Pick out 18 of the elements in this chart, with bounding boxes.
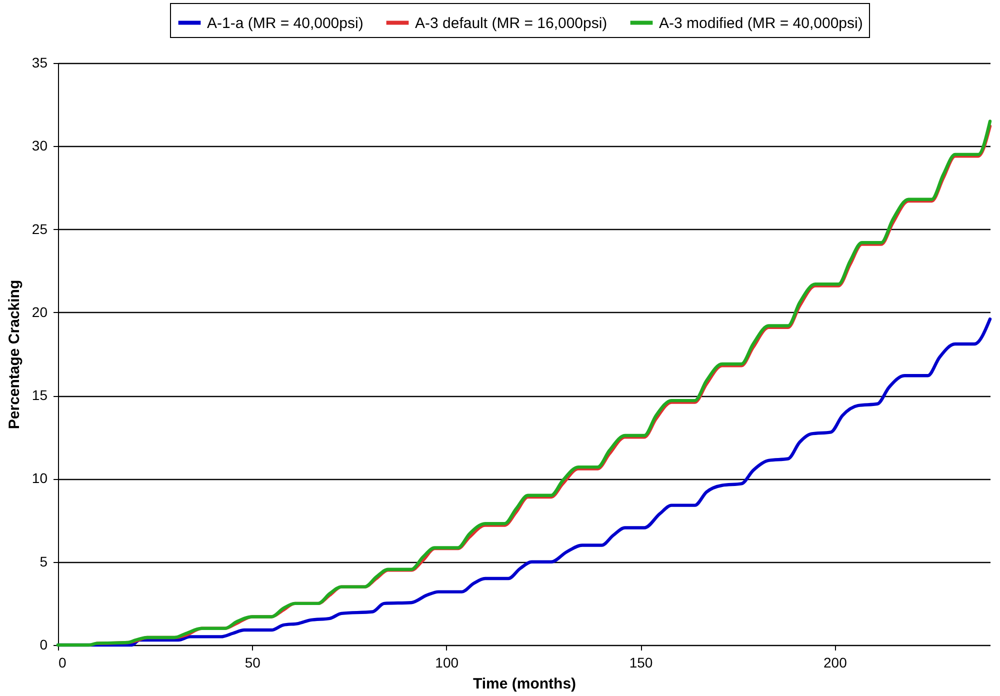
legend-label: A-3 modified (MR = 40,000psi) (659, 14, 863, 32)
x-tick-label: 0 (58, 654, 66, 670)
x-tick-label: 100 (435, 654, 459, 670)
legend-label: A-1-a (MR = 40,000psi) (207, 14, 364, 32)
y-tick-label: 20 (32, 304, 48, 320)
x-tick-label: 200 (823, 654, 848, 670)
y-tick-label: 25 (32, 220, 48, 237)
y-axis-title: Percentage Cracking (6, 280, 23, 430)
y-tick-label: 30 (32, 138, 48, 154)
x-axis-title: Time (months) (472, 676, 576, 692)
y-tick-label: 15 (32, 387, 48, 404)
y-tick-label: 5 (40, 553, 48, 570)
y-tick-label: 10 (32, 470, 48, 486)
x-tick-label: 150 (629, 654, 653, 670)
y-tick-label: 0 (40, 636, 48, 652)
x-tick-label: 50 (244, 654, 261, 670)
legend-label: A-3 default (MR = 16,000psi) (415, 14, 608, 32)
y-tick-label: 35 (32, 54, 48, 70)
